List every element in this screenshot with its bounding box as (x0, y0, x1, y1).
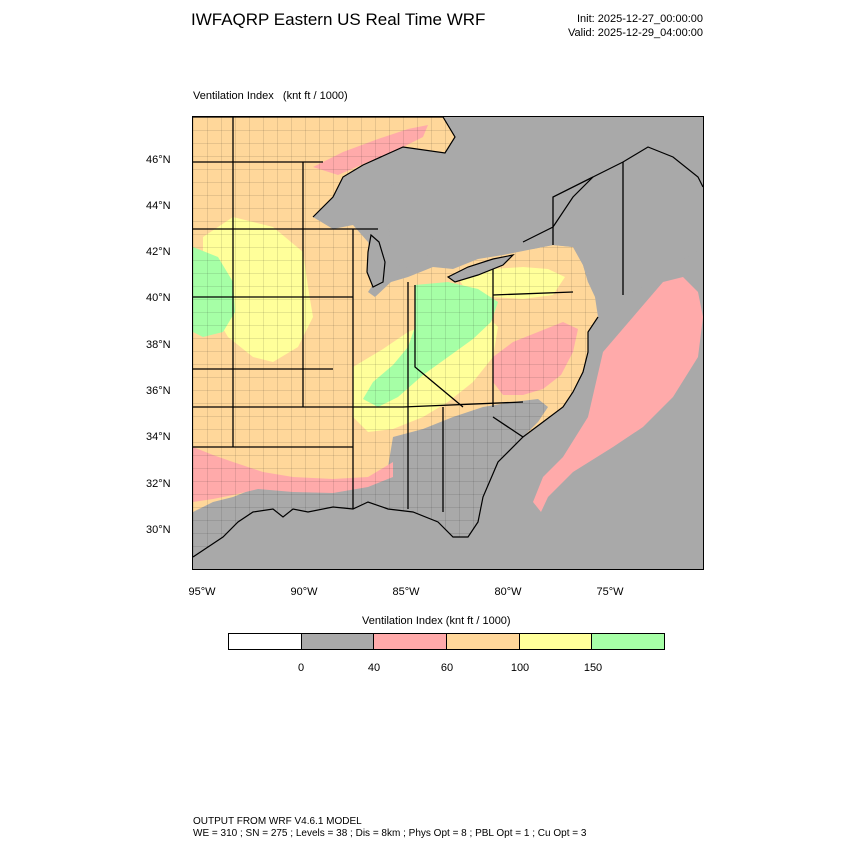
coastline (193, 316, 599, 558)
map-panel (192, 116, 704, 570)
gray-michigan (388, 179, 433, 269)
colorbar-segment (301, 634, 375, 649)
model-info-line-1: OUTPUT FROM WRF V4.6.1 MODEL (193, 816, 362, 827)
colorbar-segment (229, 634, 302, 649)
canada-border (193, 117, 703, 243)
state-boundaries (193, 117, 624, 512)
init-time: Init: 2025-12-27_00:00:00 (577, 13, 703, 25)
lat-label: 44°N (146, 200, 171, 212)
lat-label: 42°N (146, 246, 171, 258)
field-units: (knt ft / 1000) (282, 90, 348, 102)
colorbar-segment (519, 634, 593, 649)
colorbar-tick-label: 60 (440, 662, 454, 674)
valid-time: Valid: 2025-12-29_04:00:00 (568, 27, 703, 39)
lat-label: 30°N (146, 524, 171, 536)
map-canvas (193, 117, 703, 569)
pink-ocean-plume (533, 277, 703, 512)
lat-label: 38°N (146, 339, 171, 351)
colorbar-segment (592, 634, 665, 649)
lon-label: 90°W (290, 586, 318, 598)
lat-label: 34°N (146, 431, 171, 443)
colorbar-tick-label: 0 (297, 662, 305, 674)
colorbar-tick-label: 100 (510, 662, 530, 674)
lon-label: 85°W (392, 586, 420, 598)
colorbar-segment (447, 634, 520, 649)
lon-label: 95°W (188, 586, 216, 598)
lat-label: 32°N (146, 478, 171, 490)
gray-northeast (523, 147, 703, 297)
colorbar-tick-label: 150 (583, 662, 603, 674)
colorbar-segment (374, 634, 448, 649)
map-title: IWFAQRP Eastern US Real Time WRF (191, 10, 486, 29)
field-name: Ventilation Index (193, 90, 274, 102)
field-label: Ventilation Index (knt ft / 1000) (193, 90, 348, 102)
lat-label: 46°N (146, 154, 171, 166)
colorbar-tick-label: 40 (367, 662, 381, 674)
colorbar-title: Ventilation Index (knt ft / 1000) (362, 615, 511, 627)
model-info-line-2: WE = 310 ; SN = 275 ; Levels = 38 ; Dis … (193, 828, 587, 839)
lon-label: 75°W (596, 586, 624, 598)
lat-label: 36°N (146, 385, 171, 397)
lake-michigan (366, 233, 386, 288)
lake-erie (446, 254, 515, 283)
colorbar (228, 633, 665, 650)
lat-label: 40°N (146, 292, 171, 304)
lon-label: 80°W (494, 586, 522, 598)
